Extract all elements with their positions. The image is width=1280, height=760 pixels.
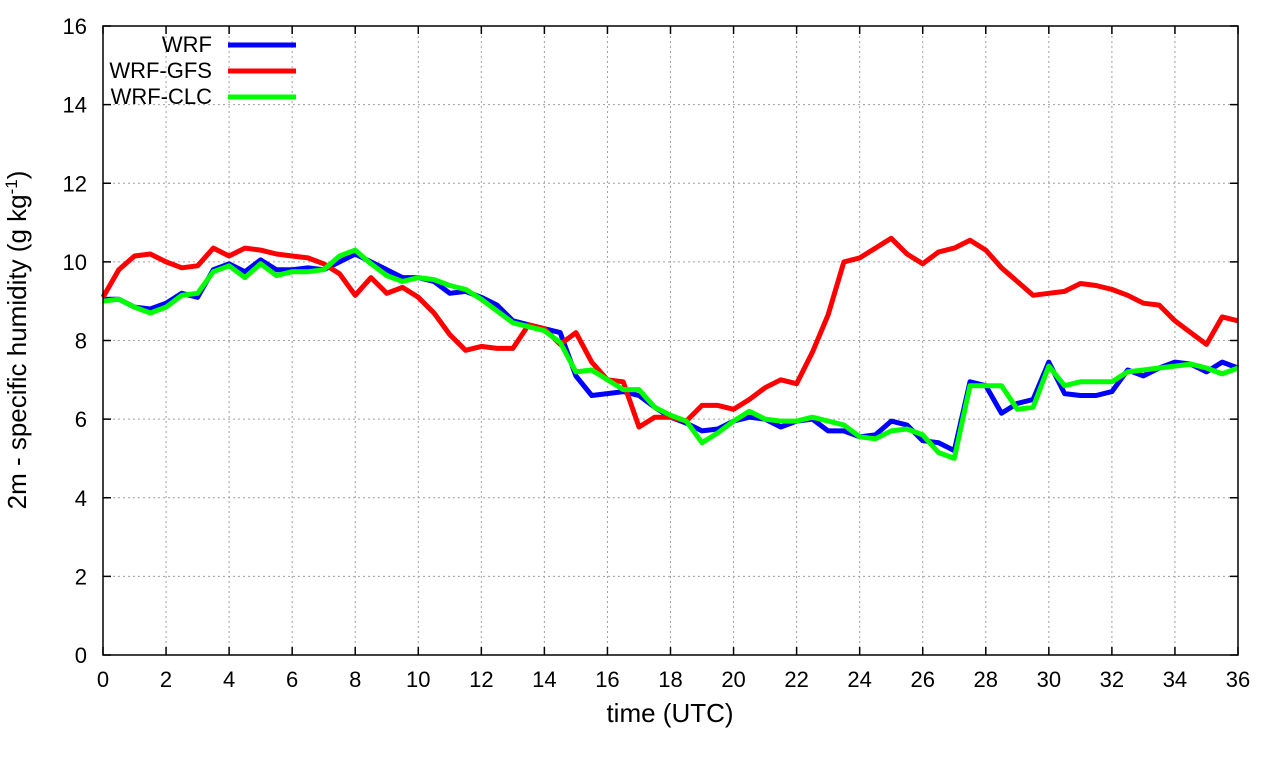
x-tick-label: 24 [847, 667, 871, 692]
series-line-wrf-clc [102, 247, 1239, 461]
x-tick-label: 34 [1163, 667, 1187, 692]
y-axis-label-main: 2m - specific humidity (g kg [2, 194, 32, 509]
y-tick-label: 0 [75, 643, 87, 668]
x-tick-label: 8 [349, 667, 361, 692]
x-tick-label: 12 [469, 667, 493, 692]
axis-ticks [102, 25, 1239, 656]
y-tick-label: 8 [75, 329, 87, 354]
x-tick-label: 4 [223, 667, 235, 692]
x-tick-label: 6 [286, 667, 298, 692]
x-tick-label: 26 [910, 667, 934, 692]
x-tick-label: 2 [160, 667, 172, 692]
y-tick-label: 12 [63, 171, 87, 196]
y-axis-label-close: ) [2, 171, 32, 180]
y-tick-label: 2 [75, 564, 87, 589]
x-tick-label: 0 [97, 667, 109, 692]
x-tick-label: 30 [1037, 667, 1061, 692]
x-tick-label: 18 [658, 667, 682, 692]
y-tick-labels: 0 2 4 6 8 10 12 14 16 [63, 14, 87, 668]
series-lines [100, 235, 1239, 461]
x-tick-label: 10 [406, 667, 430, 692]
legend-label-wrf: WRF [162, 32, 212, 57]
legend-entry-wrf: WRF [162, 32, 296, 57]
y-tick-label: 16 [63, 14, 87, 39]
x-tick-label: 20 [721, 667, 745, 692]
x-tick-label: 28 [974, 667, 998, 692]
y-axis-label: 2m - specific humidity (g kg-1) [2, 171, 32, 510]
grid-lines [103, 26, 1238, 655]
y-tick-label: 10 [63, 250, 87, 275]
x-tick-label: 16 [595, 667, 619, 692]
y-tick-label: 6 [75, 407, 87, 432]
y-tick-label: 4 [75, 486, 87, 511]
x-axis-label: time (UTC) [606, 698, 733, 728]
legend-entry-wrf-gfs: WRF-GFS [109, 58, 296, 83]
x-tick-labels: 0 2 4 6 8 10 12 14 16 18 20 22 24 26 28 30 32 34 36 [97, 667, 1250, 692]
y-axis-label-superscript: -1 [2, 179, 21, 194]
legend-label-wrf-clc: WRF-CLC [111, 84, 213, 109]
x-tick-label: 22 [784, 667, 808, 692]
legend-entry-wrf-clc: WRF-CLC [111, 84, 296, 109]
x-tick-label: 32 [1100, 667, 1124, 692]
legend-label-wrf-gfs: WRF-GFS [109, 58, 212, 83]
x-tick-label: 14 [532, 667, 556, 692]
x-tick-label: 36 [1226, 667, 1250, 692]
legend: WRF WRF-GFS WRF-CLC [109, 32, 296, 109]
y-tick-label: 14 [63, 93, 87, 118]
